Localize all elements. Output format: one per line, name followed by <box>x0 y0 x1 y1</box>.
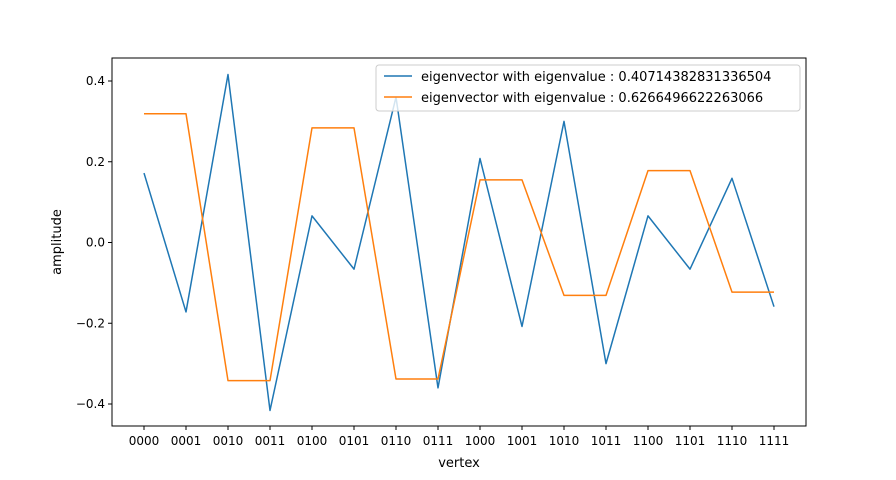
legend-box <box>375 64 801 112</box>
x-tick-label: 0111 <box>423 434 454 448</box>
y-tick-label: −0.4 <box>76 397 105 411</box>
x-tick-label: 1111 <box>759 434 790 448</box>
y-axis: −0.4 −0.2 0.0 0.2 0.4 <box>76 74 112 411</box>
series-line-1 <box>143 73 775 412</box>
x-tick-label: 1011 <box>591 434 622 448</box>
x-tick-label: 0101 <box>339 434 370 448</box>
legend: eigenvector with eigenvalue : 0.40714382… <box>375 64 801 112</box>
x-tick-label: 1110 <box>717 434 748 448</box>
x-tick-label: 0110 <box>381 434 412 448</box>
legend-label-2: eigenvector with eigenvalue : 0.62664966… <box>421 91 763 106</box>
x-axis: 0000 0001 0010 0011 0100 0101 0110 0111 1000 1001… <box>129 426 790 448</box>
y-tick-label: −0.2 <box>76 316 105 330</box>
y-tick-label: 0.0 <box>86 236 105 250</box>
x-tick-label: 0010 <box>213 434 244 448</box>
x-tick-label: 1001 <box>507 434 538 448</box>
x-tick-label: 0001 <box>171 434 202 448</box>
x-axis-label: vertex <box>438 456 480 471</box>
series-layer <box>143 73 775 412</box>
y-tick-label: 0.2 <box>86 155 105 169</box>
series-line-2 <box>144 112 774 382</box>
x-tick-label: 1000 <box>465 434 496 448</box>
x-tick-label: 0011 <box>255 434 286 448</box>
y-tick-label: 0.4 <box>86 74 105 88</box>
legend-label-1: eigenvector with eigenvalue : 0.40714382… <box>421 70 771 85</box>
x-tick-label: 0100 <box>297 434 328 448</box>
x-tick-label: 1100 <box>633 434 664 448</box>
y-axis-label: amplitude <box>50 209 65 275</box>
x-tick-label: 0000 <box>129 434 160 448</box>
x-tick-label: 1010 <box>549 434 580 448</box>
x-tick-label: 1101 <box>675 434 706 448</box>
